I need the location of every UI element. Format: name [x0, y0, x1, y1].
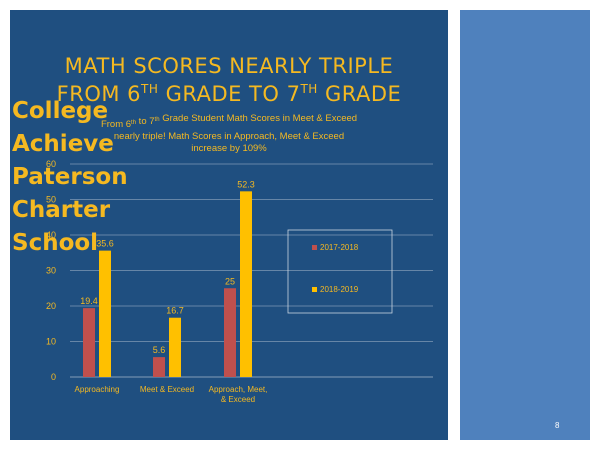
x-category-label: Meet & Exceed	[140, 385, 194, 394]
bar-2017-2018	[83, 308, 95, 377]
title-line-1: MATH SCORES NEARLY TRIPLE	[64, 54, 394, 78]
chart-title-text: From 6	[101, 119, 131, 130]
chart-title-text: nearly triple! Math Scores in Approach, …	[114, 131, 344, 142]
school-name-line: Paterson	[12, 164, 128, 190]
data-label: 25	[225, 276, 235, 286]
legend-box	[287, 229, 393, 314]
x-category-label: Approaching	[75, 385, 120, 394]
chart-title-text: to 7	[136, 116, 155, 127]
bar-2018-2019	[169, 317, 181, 377]
y-tick-label: 20	[46, 301, 56, 311]
chart-title-line: From 6th to 7th Grade Student Math Score…	[101, 113, 357, 130]
school-name-line: School	[12, 230, 99, 256]
chart-title-superscript: th	[155, 117, 160, 123]
y-tick-label: 50	[46, 195, 56, 205]
y-tick-label: 60	[46, 159, 56, 169]
school-name-line: College	[12, 98, 109, 124]
legend-swatch	[312, 245, 317, 250]
data-label: 16.7	[166, 306, 184, 316]
x-category-label: & Exceed	[221, 395, 255, 404]
data-label: 52.3	[237, 179, 255, 189]
slide-number: 8	[555, 421, 560, 430]
chart-title-line: nearly triple! Math Scores in Approach, …	[114, 131, 344, 142]
bar-chart: From 6th to 7th Grade Student Math Score…	[46, 113, 433, 404]
legend-label: 2017-2018	[320, 243, 359, 252]
x-category-label: Approach, Meet,	[209, 385, 268, 394]
legend-label: 2018-2019	[320, 285, 359, 294]
school-name-line: Charter	[12, 197, 111, 223]
data-label: 5.6	[153, 345, 166, 355]
data-label: 35.6	[96, 239, 114, 249]
main-panel: MATH SCORES NEARLY TRIPLE FROM 6TH GRADE…	[10, 10, 448, 440]
bar-2018-2019	[240, 191, 252, 377]
data-label: 19.4	[80, 296, 98, 306]
y-tick-label: 30	[46, 266, 56, 276]
legend-swatch	[312, 287, 317, 292]
school-name-line: Achieve	[12, 131, 114, 157]
school-name: College Achieve Paterson Charter School	[12, 95, 130, 260]
chart-title-line: increase by 109%	[191, 143, 267, 154]
chart-title-text: Grade Student Math Scores in Meet & Exce…	[160, 113, 358, 124]
chart-title-text: increase by 109%	[191, 143, 267, 154]
slide-title: MATH SCORES NEARLY TRIPLE FROM 6TH GRADE…	[10, 52, 448, 108]
bar-2017-2018	[153, 357, 165, 377]
y-tick-label: 0	[51, 372, 56, 382]
chart-title-superscript: th	[131, 120, 136, 126]
y-tick-label: 40	[46, 230, 56, 240]
title-line-2: FROM 6TH GRADE TO 7TH GRADE	[56, 82, 402, 106]
side-panel	[460, 10, 590, 440]
bar-2018-2019	[99, 250, 111, 377]
bar-2017-2018	[224, 288, 236, 377]
y-tick-label: 10	[46, 337, 56, 347]
